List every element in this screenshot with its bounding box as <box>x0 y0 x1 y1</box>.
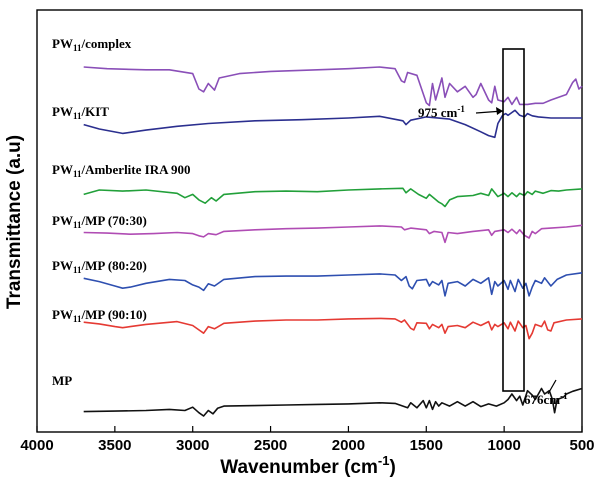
traces <box>83 66 583 417</box>
annotation-arrow <box>547 379 557 395</box>
y-axis-title: Transmittance (a.u) <box>4 135 25 309</box>
series-trace <box>83 109 582 139</box>
series-label: MP <box>52 373 72 388</box>
plot-frame <box>36 9 583 433</box>
annotation-label: 676cm-1 <box>524 391 568 407</box>
annotation-label: 975 cm-1 <box>418 104 465 120</box>
series-trace <box>83 187 583 208</box>
x-tick-label: 1500 <box>410 437 443 454</box>
x-tick-label: 2500 <box>254 437 287 454</box>
series-trace <box>83 317 583 340</box>
series-label: PW11/Amberlite IRA 900 <box>52 162 191 179</box>
annotation-arrowhead <box>496 107 503 115</box>
series-label: PW11/MP (90:10) <box>52 307 147 324</box>
x-tick-label: 4000 <box>20 437 53 454</box>
series-label: PW11/KIT <box>52 104 109 121</box>
series-trace <box>83 387 583 417</box>
series-label: PW11/MP (80:20) <box>52 258 147 275</box>
x-tick-label: 3500 <box>98 437 131 454</box>
series-trace <box>83 66 583 107</box>
series-trace <box>83 224 583 244</box>
x-tick-label: 3000 <box>176 437 209 454</box>
highlight-box <box>502 48 525 392</box>
series-labels: PW11/complex PW11/KIT PW11/Amberlite IRA 9… <box>52 36 191 388</box>
series-label: PW11/complex <box>52 36 132 53</box>
annotations: 975 cm-1 676cm-1 <box>418 104 568 407</box>
x-tick-label: 500 <box>569 437 594 454</box>
x-axis-ticks: 4000 3500 3000 2500 2000 1500 1000 500 <box>20 426 595 454</box>
x-tick-label: 1000 <box>487 437 520 454</box>
x-tick-label: 2000 <box>332 437 365 454</box>
x-axis-title: Wavenumber (cm-1) <box>220 453 396 478</box>
series-label: PW11/MP (70:30) <box>52 213 147 230</box>
series-trace <box>83 272 583 297</box>
